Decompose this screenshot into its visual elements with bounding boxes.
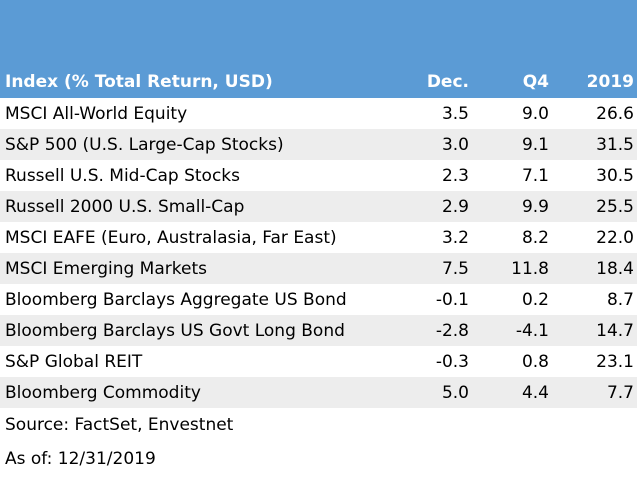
dec-value: 2.9 — [441, 196, 469, 217]
source-note: Source: FactSet, Envestnet — [5, 415, 234, 435]
table-row: MSCI EAFE (Euro, Australasia, Far East) … — [0, 222, 637, 253]
year-value: 31.5 — [596, 134, 634, 155]
index-name: Bloomberg Commodity — [5, 382, 201, 403]
q4-value: 11.8 — [511, 258, 549, 279]
table-header: Index (% Total Return, USD) Dec. Q4 2019 — [0, 0, 637, 98]
header-q4: Q4 — [522, 72, 549, 92]
dec-value: -0.1 — [435, 289, 469, 310]
header-dec: Dec. — [426, 72, 469, 92]
table-row: MSCI All-World Equity 3.5 9.0 26.6 — [0, 98, 637, 129]
index-name: Russell 2000 U.S. Small-Cap — [5, 196, 245, 217]
q4-value: 7.1 — [521, 165, 549, 186]
year-value: 23.1 — [596, 351, 634, 372]
year-value: 22.0 — [596, 227, 634, 248]
table-row: S&P 500 (U.S. Large-Cap Stocks) 3.0 9.1 … — [0, 129, 637, 160]
year-value: 14.7 — [596, 320, 634, 341]
year-value: 7.7 — [606, 382, 634, 403]
index-name: MSCI All-World Equity — [5, 103, 188, 124]
dec-value: 3.2 — [441, 227, 469, 248]
q4-value: 9.9 — [521, 196, 549, 217]
table-row: S&P Global REIT -0.3 0.8 23.1 — [0, 346, 637, 377]
dec-value: -0.3 — [435, 351, 469, 372]
year-value: 25.5 — [596, 196, 634, 217]
dec-value: 5.0 — [441, 382, 469, 403]
q4-value: 0.8 — [521, 351, 549, 372]
dec-value: 2.3 — [441, 165, 469, 186]
year-value: 8.7 — [606, 289, 634, 310]
year-value: 18.4 — [596, 258, 634, 279]
table-row: MSCI Emerging Markets 7.5 11.8 18.4 — [0, 253, 637, 284]
header-row: Index (% Total Return, USD) Dec. Q4 2019 — [0, 68, 637, 96]
as-of-note: As of: 12/31/2019 — [5, 449, 156, 469]
table-row: Bloomberg Commodity 5.0 4.4 7.7 — [0, 377, 637, 408]
header-index: Index (% Total Return, USD) — [5, 72, 273, 92]
table-row: Bloomberg Barclays Aggregate US Bond -0.… — [0, 284, 637, 315]
year-value: 30.5 — [596, 165, 634, 186]
index-name: S&P Global REIT — [5, 351, 143, 372]
q4-value: 4.4 — [521, 382, 549, 403]
header-year: 2019 — [586, 72, 634, 92]
index-name: S&P 500 (U.S. Large-Cap Stocks) — [5, 134, 284, 155]
q4-value: 8.2 — [521, 227, 549, 248]
index-name: Russell U.S. Mid-Cap Stocks — [5, 165, 240, 186]
table-row: Russell U.S. Mid-Cap Stocks 2.3 7.1 30.5 — [0, 160, 637, 191]
table-row: Russell 2000 U.S. Small-Cap 2.9 9.9 25.5 — [0, 191, 637, 222]
index-name: Bloomberg Barclays US Govt Long Bond — [5, 320, 345, 341]
index-name: Bloomberg Barclays Aggregate US Bond — [5, 289, 347, 310]
dec-value: 3.0 — [441, 134, 469, 155]
index-name: MSCI EAFE (Euro, Australasia, Far East) — [5, 227, 337, 248]
q4-value: 9.0 — [521, 103, 549, 124]
dec-value: 3.5 — [441, 103, 469, 124]
dec-value: -2.8 — [435, 320, 469, 341]
table-row: Bloomberg Barclays US Govt Long Bond -2.… — [0, 315, 637, 346]
table-body: MSCI All-World Equity 3.5 9.0 26.6 S&P 5… — [0, 98, 637, 408]
q4-value: 0.2 — [521, 289, 549, 310]
dec-value: 7.5 — [441, 258, 469, 279]
q4-value: -4.1 — [515, 320, 549, 341]
index-name: MSCI Emerging Markets — [5, 258, 207, 279]
q4-value: 9.1 — [521, 134, 549, 155]
year-value: 26.6 — [596, 103, 634, 124]
